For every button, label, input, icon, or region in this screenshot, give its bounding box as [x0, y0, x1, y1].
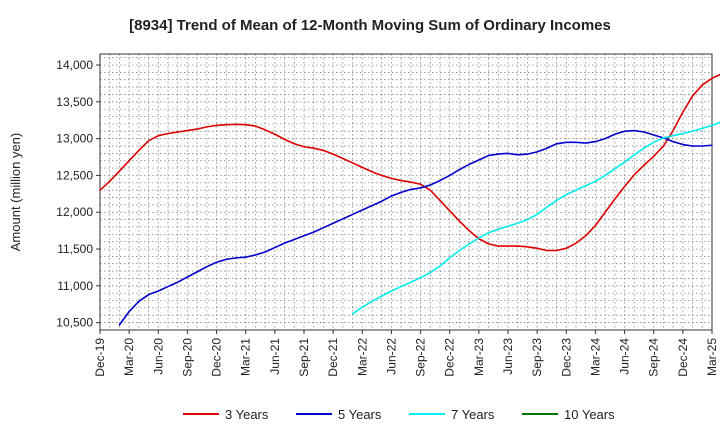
- series-group: [99, 73, 720, 326]
- series-line-7-years: [351, 121, 720, 315]
- x-tick-label: Mar-20: [122, 338, 136, 376]
- legend-label: 7 Years: [451, 407, 495, 422]
- x-tick-label: Dec-21: [326, 338, 340, 377]
- y-tick-label: 11,000: [57, 279, 93, 293]
- x-tick-label: Sep-22: [414, 338, 428, 377]
- x-tick-label: Sep-24: [647, 338, 661, 377]
- y-tick-label: 12,000: [56, 205, 93, 219]
- legend-label: 10 Years: [564, 407, 615, 422]
- x-tick-label: Jun-21: [268, 338, 282, 375]
- x-tick-label: Mar-22: [355, 338, 369, 376]
- x-tick-label: Dec-19: [93, 338, 107, 377]
- legend-item-10-years: 10 Years: [522, 407, 615, 422]
- legend-item-7-years: 7 Years: [409, 407, 495, 422]
- plot-area: [99, 53, 713, 331]
- x-tick-label: Jun-20: [151, 338, 165, 375]
- series-line-5-years: [118, 129, 713, 326]
- x-tick-label: Dec-23: [559, 338, 573, 377]
- legend-label: 5 Years: [338, 407, 382, 422]
- x-tick-label: Mar-23: [472, 338, 486, 376]
- legend-item-3-years: 3 Years: [183, 407, 269, 422]
- x-tick-label: Sep-21: [297, 338, 311, 377]
- x-tick-label: Mar-21: [239, 338, 253, 376]
- x-tick-label: Sep-23: [530, 338, 544, 377]
- y-tick-label: 13,500: [56, 95, 93, 109]
- x-axis-ticks: Dec-19 Mar-20 Jun-20 Sep-20 Dec-20 Mar-21 Jun-…: [93, 330, 719, 377]
- legend-label: 3 Years: [225, 407, 269, 422]
- x-tick-label: Dec-24: [676, 338, 690, 377]
- x-tick-label: Dec-22: [443, 338, 457, 377]
- y-axis-ticks: 10,500 11,000 11,500 12,000 12,500 13,000 13,5…: [56, 58, 100, 330]
- legend-item-5-years: 5 Years: [296, 407, 382, 422]
- x-tick-label: Sep-20: [180, 338, 194, 377]
- x-tick-label: Jun-22: [384, 338, 398, 375]
- x-tick-label: Mar-24: [588, 338, 602, 376]
- y-axis-label: Amount (million yen): [8, 133, 23, 252]
- series-line-3-years: [99, 73, 720, 252]
- y-tick-label: 14,000: [56, 58, 93, 72]
- legend: 3 Years 5 Years 7 Years 10 Years: [183, 407, 615, 422]
- y-tick-label: 12,500: [56, 168, 93, 182]
- chart-title: [8934] Trend of Mean of 12-Month Moving …: [129, 17, 611, 34]
- y-tick-label: 10,500: [56, 316, 93, 330]
- x-tick-label: Mar-25: [705, 338, 719, 376]
- y-tick-label: 13,000: [56, 132, 93, 146]
- y-tick-label: 11,500: [57, 242, 93, 256]
- x-tick-label: Dec-20: [210, 338, 224, 377]
- x-tick-label: Jun-24: [618, 338, 632, 375]
- x-tick-label: Jun-23: [501, 338, 515, 375]
